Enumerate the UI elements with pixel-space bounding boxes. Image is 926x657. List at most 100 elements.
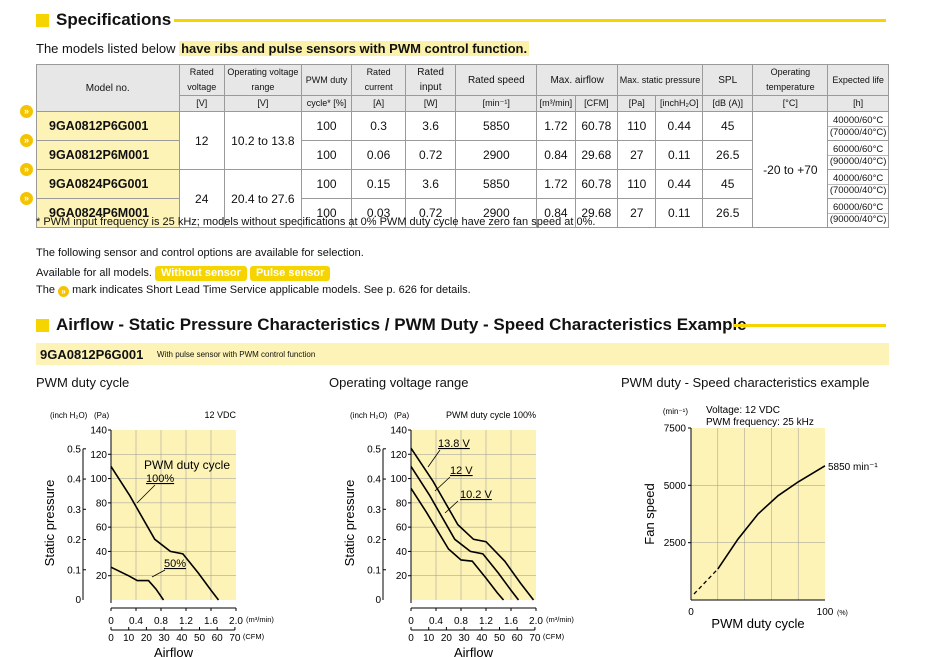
options-intro: The following sensor and control options… <box>36 247 364 259</box>
pressure-inch-cell: 0.11 <box>655 140 703 170</box>
mark-note-text: mark indicates Short Lead Time Service a… <box>69 284 471 296</box>
series-line <box>410 447 535 601</box>
input-cell: 3.6 <box>404 111 457 141</box>
band-model: 9GA0812P6G001 <box>40 347 144 362</box>
x-tick-label-cfm: 0 <box>108 633 114 644</box>
x-tick-label-cfm: 70 <box>529 633 541 644</box>
x-tick-label: 100 <box>817 607 834 618</box>
unit-input: [W] <box>404 95 457 112</box>
leader-line <box>427 449 441 468</box>
y-tick-label-inch: 0.1 <box>67 565 81 576</box>
header-pressure: Max. static pressure <box>617 64 703 96</box>
x-tick-label-m3: 1.2 <box>479 616 493 627</box>
x-tick-label-m3: 1.6 <box>204 616 218 627</box>
airflow-cfm-cell: 29.68 <box>574 198 619 228</box>
x-tick-label-cfm: 60 <box>512 633 524 644</box>
y-tick-label: 7500 <box>664 424 687 435</box>
life-cell: 60000/60°C (90000/40°C) <box>827 198 889 228</box>
short-lead-time-mark-icon: » <box>20 192 33 205</box>
short-lead-time-mark-icon: » <box>20 105 33 118</box>
x-tick-label-m3: 2.0 <box>529 616 543 627</box>
x-tick-label-cfm: 60 <box>212 633 224 644</box>
available-text: Available for all models. <box>36 267 152 279</box>
op-temp-cell: -20 to +70 <box>752 111 829 228</box>
heading-square-icon <box>36 318 49 332</box>
y-unit-inch: (inch H₂O) <box>50 411 88 420</box>
life-primary: 60000/60°C <box>828 202 888 214</box>
x-unit-m3: (m³/min) <box>246 615 274 624</box>
current-cell: 0.03 <box>351 198 406 228</box>
y-unit-pa: (Pa) <box>94 411 109 420</box>
short-lead-time-mark-icon: » <box>20 134 33 147</box>
range-24: 20.4 to 27.6 <box>223 169 302 228</box>
specifications-title: Specifications <box>56 10 172 29</box>
input-cell: 3.6 <box>404 169 457 199</box>
y-tick-label-pa: 40 <box>96 547 108 558</box>
heading-rule <box>733 324 886 327</box>
series-label: 100% <box>146 473 174 485</box>
series-line <box>410 465 520 601</box>
leader-line <box>444 500 459 514</box>
header-life: Expected life <box>827 64 889 96</box>
y-unit-inch: (inch H₂O) <box>350 411 388 420</box>
life-cell: 40000/60°C (70000/40°C) <box>827 111 889 141</box>
airflow-section-title: Airflow - Static Pressure Characteristic… <box>56 315 747 334</box>
life-primary: 60000/60°C <box>828 144 888 156</box>
unit-spl: [dB (A)] <box>701 95 754 112</box>
model-cell: 9GA0812P6M001 <box>36 140 180 170</box>
pressure-pa-cell: 27 <box>617 140 657 170</box>
y-tick-label-pa: 20 <box>96 571 108 582</box>
life-secondary: (90000/40°C) <box>829 155 887 167</box>
y-tick-label-inch: 0.5 <box>67 444 81 455</box>
input-cell: 0.72 <box>404 140 457 170</box>
x-tick-label-cfm: 40 <box>176 633 188 644</box>
x-unit-m3: (m³/min) <box>546 615 574 624</box>
pwm-cell: 100 <box>300 169 353 199</box>
x-tick-label-m3: 1.6 <box>504 616 518 627</box>
series-label: 50% <box>164 558 186 570</box>
header-airflow: Max. airflow <box>536 64 619 96</box>
y-tick-label-inch: 0.2 <box>367 535 381 546</box>
pressure-inch-cell: 0.11 <box>655 198 703 228</box>
chart-condition: PWM frequency: 25 kHz <box>706 417 814 428</box>
model-band: 9GA0812P6G001 With pulse sensor with PWM… <box>36 343 889 365</box>
airflow-m3-cell: 0.84 <box>536 140 576 170</box>
leader-line <box>434 476 451 492</box>
legend-label: PWM duty cycle <box>144 458 230 472</box>
series-line <box>110 465 220 601</box>
model-cell: 9GA0824P6M001 <box>36 198 180 228</box>
chart-condition: Voltage: 12 VDC <box>706 405 780 416</box>
y-tick-label-pa: 120 <box>390 450 407 461</box>
options-line: Available for all models. Without sensor P… <box>36 266 331 281</box>
y-tick-label: 2500 <box>664 538 687 549</box>
mark-note: The » mark indicates Short Lead Time Ser… <box>36 284 471 297</box>
y-axis-label: Static pressure <box>42 480 57 567</box>
rated-voltage-12: 12 <box>178 111 225 170</box>
x-unit-cfm: (CFM) <box>543 632 565 641</box>
y-tick-label-pa: 140 <box>390 426 407 437</box>
airflow-m3-cell: 1.72 <box>536 111 576 141</box>
speed-cell: 5850 <box>455 111 538 141</box>
x-tick-label-cfm: 50 <box>194 633 206 644</box>
header-current: Rated current <box>351 64 406 96</box>
airflow-m3-cell: 1.72 <box>536 169 576 199</box>
x-tick-label-cfm: 10 <box>423 633 435 644</box>
heading-square-icon <box>36 13 49 27</box>
short-lead-time-mark-icon: » <box>58 286 70 297</box>
spl-cell: 26.5 <box>701 198 754 228</box>
short-lead-time-mark-icon: » <box>20 163 33 176</box>
y-tick-label-pa: 60 <box>96 523 108 534</box>
x-tick-label-cfm: 70 <box>229 633 241 644</box>
table-row: 9GA0824P6G001 24 20.4 to 27.6 100 0.15 3… <box>36 169 889 228</box>
header-speed: Rated speed <box>455 64 538 96</box>
current-cell: 0.15 <box>351 169 406 199</box>
x-axis-label: Airflow <box>454 645 494 657</box>
pwm-cell: 100 <box>300 198 353 228</box>
chart-speed: 2500 5000 7500 (min⁻¹) Fan speed Voltage: 12 … <box>642 405 878 631</box>
life-secondary: (90000/40°C) <box>829 213 887 225</box>
unit-pwm: cycle* [%] <box>300 95 353 112</box>
footnote: * PWM input frequency is 25 kHz; models … <box>36 216 596 228</box>
life-primary: 40000/60°C <box>828 173 888 185</box>
